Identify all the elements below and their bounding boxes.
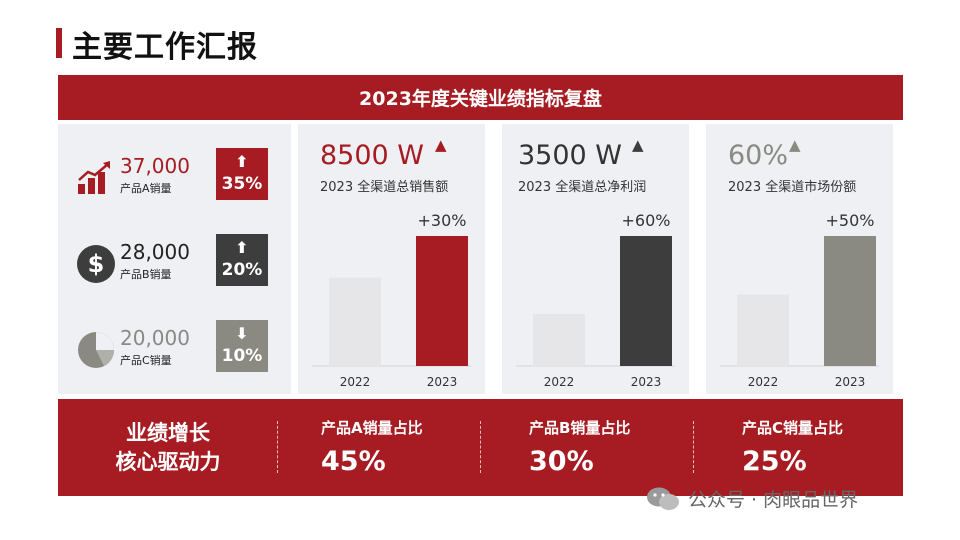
bar-2022 xyxy=(329,277,381,366)
share-product-c: 产品C销量占比 25% xyxy=(742,417,843,477)
svg-text:$: $ xyxy=(88,250,105,278)
product-c-change-badge: ⬇ 10% xyxy=(216,320,268,372)
drivers-heading-line1: 业绩增长 xyxy=(126,421,210,445)
x-tick-label: 2023 xyxy=(427,375,458,389)
product-c-label: 产品C销量 xyxy=(120,354,172,367)
arrow-up-icon: ⬆ xyxy=(235,238,249,257)
page-title: 主要工作汇报 xyxy=(72,30,258,65)
product-a-change: 35% xyxy=(221,174,263,194)
share-label: 产品A销量占比 xyxy=(321,419,423,437)
share-value: 45% xyxy=(321,446,386,477)
share-label: 产品B销量占比 xyxy=(529,419,631,437)
pie-chart-icon xyxy=(78,332,114,368)
share-product-a: 产品A销量占比 45% xyxy=(321,417,423,477)
x-tick-label: 2022 xyxy=(544,375,575,389)
kpi-profit-subtitle: 2023 全渠道总净利润 xyxy=(518,180,647,195)
kpi-sales-subtitle: 2023 全渠道总销售额 xyxy=(320,180,449,195)
share-label: 产品C销量占比 xyxy=(742,419,844,437)
share-value: 30% xyxy=(529,446,594,477)
triangle-up-icon: ▲ xyxy=(632,136,644,154)
triangle-up-icon: ▲ xyxy=(435,136,447,154)
drivers-heading-line2: 核心驱动力 xyxy=(115,450,221,474)
product-c-value: 20,000 xyxy=(120,326,190,350)
product-b-label: 产品B销量 xyxy=(120,268,172,281)
arrow-up-icon: ⬆ xyxy=(235,152,249,171)
bar-2023 xyxy=(824,236,876,366)
x-tick-label: 2022 xyxy=(340,375,371,389)
product-a-row: 37,000 产品A销量 ⬆ 35% xyxy=(76,148,276,208)
product-a-label: 产品A销量 xyxy=(120,182,172,195)
triangle-up-icon: ▲ xyxy=(789,136,801,154)
kpi-share-value: 60% xyxy=(728,140,789,171)
bar-2022 xyxy=(737,294,789,366)
growth-drivers-band: 业绩增长 核心驱动力 产品A销量占比 45% 产品B销量占比 30% 产品C销量… xyxy=(58,399,903,496)
banner-title: 2023年度关键业绩指标复盘 xyxy=(359,88,602,110)
growth-annotation: +60% xyxy=(622,211,671,230)
arrow-down-icon: ⬇ xyxy=(235,324,249,343)
growth-annotation: +50% xyxy=(826,211,875,230)
kpi-card-profit: 3500 W ▲ 2023 全渠道总净利润 2022 2023 +60% xyxy=(502,124,689,394)
watermark-text: 公众号 · 肉眼品世界 xyxy=(688,489,859,511)
x-tick-label: 2023 xyxy=(835,375,866,389)
kpi-profit-value: 3500 W xyxy=(518,140,622,171)
watermark: 公众号 · 肉眼品世界 xyxy=(646,485,858,512)
product-b-row: $ 28,000 产品B销量 ⬆ 20% xyxy=(76,234,276,294)
drivers-heading: 业绩增长 核心驱动力 xyxy=(58,419,278,477)
bar-2023 xyxy=(416,236,468,366)
divider xyxy=(693,421,694,473)
dollar-coin-icon: $ xyxy=(77,245,115,283)
bar-2022 xyxy=(533,314,585,366)
growth-chart-icon xyxy=(78,161,110,194)
x-tick-label: 2022 xyxy=(748,375,779,389)
share-value: 25% xyxy=(742,446,807,477)
divider xyxy=(480,421,481,473)
product-b-change-badge: ⬆ 20% xyxy=(216,234,268,286)
product-b-value: 28,000 xyxy=(120,240,190,264)
sales-bar-chart: 2022 2023 +30% xyxy=(312,211,471,389)
profit-bar-chart: 2022 2023 +60% xyxy=(516,211,675,389)
kpi-banner: 2023年度关键业绩指标复盘 xyxy=(58,75,903,120)
kpi-sales-value: 8500 W xyxy=(320,140,424,171)
bar-2023 xyxy=(620,236,672,366)
kpi-card-share: 60% ▲ 2023 全渠道市场份额 2022 2023 +50% xyxy=(706,124,893,394)
kpi-share-subtitle: 2023 全渠道市场份额 xyxy=(728,180,857,195)
product-c-change: 10% xyxy=(221,346,263,366)
product-c-row: 20,000 产品C销量 ⬇ 10% xyxy=(76,320,276,380)
product-a-change-badge: ⬆ 35% xyxy=(216,148,268,200)
growth-annotation: +30% xyxy=(418,211,467,230)
divider xyxy=(277,421,278,473)
wechat-icon xyxy=(647,487,679,510)
share-bar-chart: 2022 2023 +50% xyxy=(720,211,879,389)
title-accent-bar xyxy=(56,28,62,58)
kpi-card-sales: 8500 W ▲ 2023 全渠道总销售额 2022 2023 +30% xyxy=(298,124,485,394)
product-sales-panel: 37,000 产品A销量 ⬆ 35% $ 28,000 产品B销量 ⬆ 20% … xyxy=(58,124,291,394)
x-tick-label: 2023 xyxy=(631,375,662,389)
share-product-b: 产品B销量占比 30% xyxy=(529,417,630,477)
product-a-value: 37,000 xyxy=(120,154,190,178)
product-b-change: 20% xyxy=(221,260,263,280)
